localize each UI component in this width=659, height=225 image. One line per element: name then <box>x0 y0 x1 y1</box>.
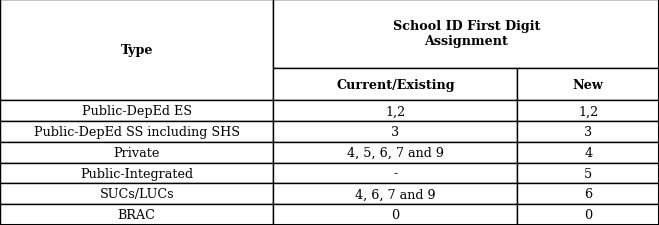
Bar <box>273 163 517 184</box>
Bar <box>273 142 517 163</box>
Text: 0: 0 <box>391 208 399 221</box>
Bar <box>0 142 273 163</box>
Text: Public-DepEd ES: Public-DepEd ES <box>82 105 192 118</box>
Bar <box>273 122 517 142</box>
Text: 1,2: 1,2 <box>578 105 598 118</box>
Bar <box>517 68 659 101</box>
Text: 4, 5, 6, 7 and 9: 4, 5, 6, 7 and 9 <box>347 146 444 159</box>
Bar <box>517 122 659 142</box>
Text: 4, 6, 7 and 9: 4, 6, 7 and 9 <box>355 188 436 200</box>
Bar <box>273 0 659 68</box>
Bar <box>273 204 517 225</box>
Bar <box>273 68 517 101</box>
Text: SUCs/LUCs: SUCs/LUCs <box>100 188 174 200</box>
Text: 1,2: 1,2 <box>386 105 405 118</box>
Bar <box>0 122 273 142</box>
Bar <box>273 184 517 204</box>
Text: 5: 5 <box>584 167 592 180</box>
Bar <box>273 101 517 122</box>
Text: 3: 3 <box>584 126 592 139</box>
Text: Type: Type <box>121 44 153 57</box>
Text: 4: 4 <box>584 146 592 159</box>
Bar <box>0 184 273 204</box>
Text: BRAC: BRAC <box>118 208 156 221</box>
Bar <box>0 101 273 122</box>
Text: 0: 0 <box>584 208 592 221</box>
Text: Private: Private <box>113 146 160 159</box>
Text: 6: 6 <box>584 188 592 200</box>
Text: Public-DepEd SS including SHS: Public-DepEd SS including SHS <box>34 126 240 139</box>
Bar <box>517 204 659 225</box>
Bar <box>517 142 659 163</box>
Bar <box>517 101 659 122</box>
Bar <box>517 184 659 204</box>
Text: 3: 3 <box>391 126 399 139</box>
Text: School ID First Digit
Assignment: School ID First Digit Assignment <box>393 20 540 48</box>
Text: -: - <box>393 167 397 180</box>
Bar <box>517 163 659 184</box>
Text: Public-Integrated: Public-Integrated <box>80 167 193 180</box>
Bar <box>0 204 273 225</box>
Text: New: New <box>573 78 604 91</box>
Text: Current/Existing: Current/Existing <box>336 78 455 91</box>
Bar <box>0 163 273 184</box>
Bar <box>0 0 273 101</box>
